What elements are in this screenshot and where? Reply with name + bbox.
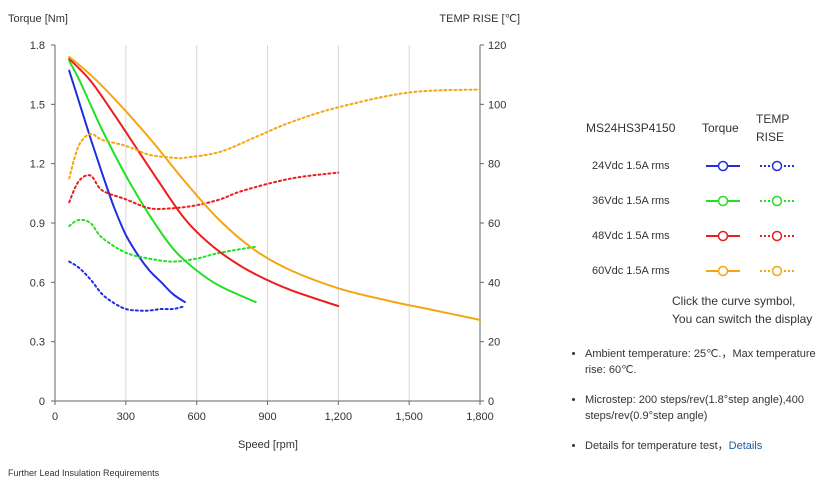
left-axis-title: Torque [Nm]	[8, 13, 68, 25]
temp-rise-line-24vdc	[68, 260, 186, 312]
temp-symbol-icon	[760, 160, 794, 171]
torque-speed-chart: Torque [Nm] TEMP RISE [℃] 0 300 600 900 1,20…	[8, 13, 520, 451]
left-y-tick-label: 1.8	[30, 40, 45, 52]
legend-row-label: 24Vdc 1.5A rms	[592, 159, 670, 172]
note-details: Details for temperature test，Details	[585, 438, 819, 454]
symbol-marker	[717, 230, 729, 241]
legend-row: 24Vdc 1.5A rms	[586, 148, 822, 183]
axes	[51, 44, 484, 405]
tick-labels: 0 300 600 900 1,200 1,500 1,80000.30.60.91.21.…	[30, 40, 507, 423]
torque-line-48vdc	[68, 57, 340, 308]
right-y-tick-label: 60	[488, 218, 500, 230]
left-y-tick-label: 1.5	[30, 99, 45, 111]
x-tick-label: 1,800	[466, 411, 494, 423]
legend-col-temp: TEMP RISE	[756, 112, 790, 144]
note-ambient: Ambient temperature: 25℃.，Max temperatur…	[585, 346, 819, 378]
legend-header: MS24HS3P4150 Torque TEMP RISE	[586, 108, 822, 148]
temp-symbol-icon	[760, 265, 794, 276]
x-tick-label: 0	[52, 411, 58, 423]
chart-notes: Ambient temperature: 25℃.，Max temperatur…	[569, 346, 819, 468]
left-y-tick-label: 1.2	[30, 159, 45, 171]
legend-torque-symbol[interactable]	[702, 159, 756, 173]
x-tick-label: 600	[187, 411, 205, 423]
left-y-tick-label: 0	[39, 396, 45, 408]
right-axis-title: TEMP RISE [℃]	[439, 13, 520, 25]
symbol-marker	[717, 265, 729, 276]
symbol-marker	[771, 160, 783, 171]
chart-legend: MS24HS3P4150 Torque TEMP RISE 24Vdc 1.5A…	[586, 108, 822, 288]
left-y-tick-label: 0.6	[30, 277, 45, 289]
note-details-prefix: Details for temperature test，	[585, 440, 729, 452]
temp-rise-line-36vdc	[68, 218, 257, 263]
symbol-marker	[771, 265, 783, 276]
right-y-tick-label: 20	[488, 337, 500, 349]
left-y-tick-label: 0.3	[30, 337, 45, 349]
temp-rise-line-48vdc	[68, 171, 340, 210]
legend-torque-symbol[interactable]	[702, 194, 756, 208]
grid-lines	[125, 45, 410, 401]
legend-model-name: MS24HS3P4150	[586, 121, 676, 135]
symbol-marker	[771, 195, 783, 206]
legend-row: 60Vdc 1.5A rms	[586, 253, 822, 288]
details-link[interactable]: Details	[728, 440, 763, 452]
left-y-tick-label: 0.9	[30, 218, 45, 230]
temp-symbol-icon	[760, 230, 794, 241]
x-tick-label: 1,200	[325, 411, 353, 423]
legend-hint-line2: You can switch the display	[672, 312, 813, 326]
right-y-tick-label: 80	[488, 159, 500, 171]
torque-symbol-icon	[706, 195, 740, 206]
legend-hint: Click the curve symbol, You can switch t…	[672, 292, 812, 328]
legend-hint-line1: Click the curve symbol,	[672, 294, 796, 308]
torque-symbol-icon	[706, 265, 740, 276]
legend-row-label: 60Vdc 1.5A rms	[592, 264, 670, 277]
right-y-tick-label: 0	[488, 396, 494, 408]
right-y-tick-label: 100	[488, 99, 506, 111]
legend-row: 48Vdc 1.5A rms	[586, 218, 822, 253]
symbol-marker	[717, 195, 729, 206]
legend-row: 36Vdc 1.5A rms	[586, 183, 822, 218]
torque-symbol-icon	[706, 230, 740, 241]
torque-line-36vdc	[68, 59, 257, 304]
legend-torque-symbol[interactable]	[702, 264, 756, 278]
x-axis-title: Speed [rpm]	[238, 439, 298, 451]
symbol-marker	[771, 230, 783, 241]
legend-temp-symbol[interactable]	[756, 159, 810, 173]
x-tick-label: 300	[117, 411, 135, 423]
legend-rows: 24Vdc 1.5A rms 36Vdc 1.5A rms 48Vdc 1.5A r…	[586, 148, 822, 288]
temp-rise-line-60vdc	[68, 88, 481, 180]
x-tick-label: 900	[258, 411, 276, 423]
legend-torque-symbol[interactable]	[702, 229, 756, 243]
symbol-marker	[717, 160, 729, 171]
torque-line-24vdc	[68, 69, 186, 304]
legend-temp-symbol[interactable]	[756, 194, 810, 208]
series-lines	[68, 55, 481, 321]
legend-row-label: 48Vdc 1.5A rms	[592, 229, 670, 242]
right-y-tick-label: 120	[488, 40, 506, 52]
legend-temp-symbol[interactable]	[756, 229, 810, 243]
legend-col-torque: Torque	[702, 121, 739, 135]
legend-row-label: 36Vdc 1.5A rms	[592, 194, 670, 207]
torque-symbol-icon	[706, 160, 740, 171]
torque-line-60vdc	[68, 55, 481, 321]
footer-text: Further Lead Insulation Requirements	[8, 468, 160, 478]
temp-symbol-icon	[760, 195, 794, 206]
legend-temp-symbol[interactable]	[756, 264, 810, 278]
x-tick-label: 1,500	[395, 411, 423, 423]
note-microstep: Microstep: 200 steps/rev(1.8°step angle)…	[585, 392, 819, 424]
right-y-tick-label: 40	[488, 277, 500, 289]
